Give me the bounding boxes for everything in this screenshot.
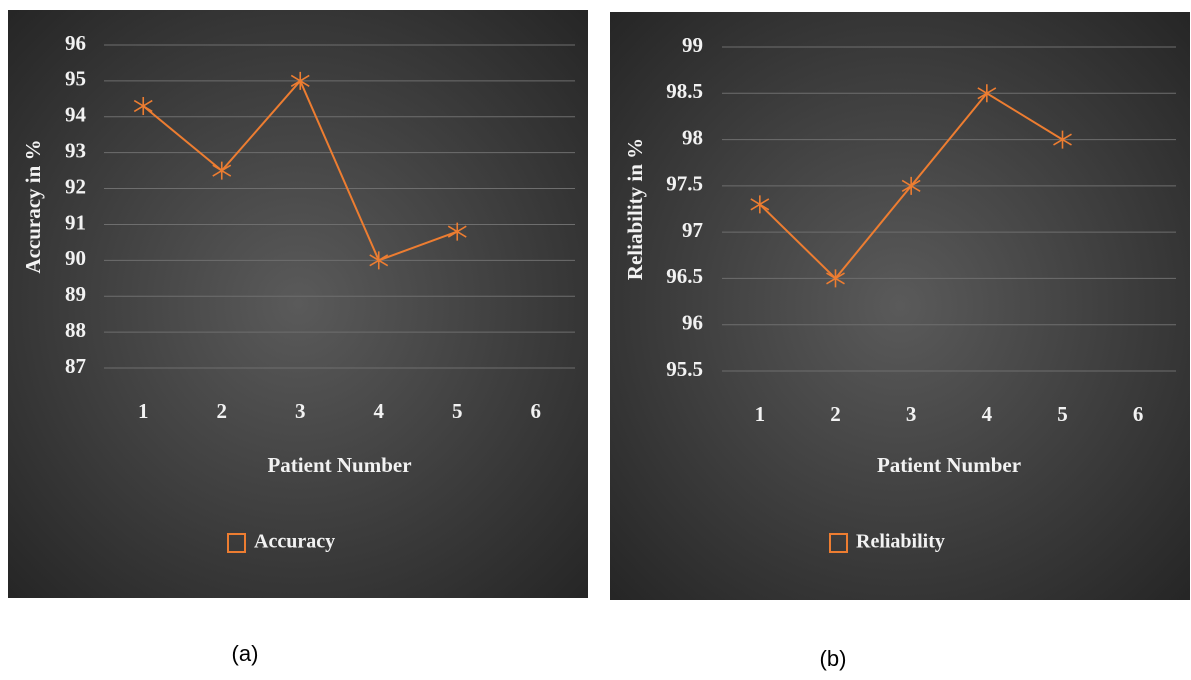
x-tick-label: 6	[531, 399, 542, 423]
y-tick-label: 96.5	[666, 264, 703, 288]
data-marker	[290, 71, 310, 90]
x-tick-label: 4	[374, 399, 385, 423]
x-axis-title: Patient Number	[877, 453, 1021, 477]
y-tick-label: 99	[682, 33, 703, 57]
data-marker	[369, 251, 389, 270]
y-tick-label: 87	[65, 354, 86, 378]
y-axis-title: Accuracy in %	[21, 139, 45, 273]
panel	[610, 12, 1190, 600]
data-marker	[447, 222, 467, 241]
x-tick-label: 6	[1133, 402, 1144, 426]
data-marker	[901, 176, 921, 195]
y-tick-label: 95.5	[666, 357, 703, 381]
caption: (b)	[820, 646, 847, 671]
x-tick-label: 1	[755, 402, 766, 426]
y-tick-label: 98.5	[666, 79, 703, 103]
y-tick-label: 98	[682, 125, 703, 149]
data-marker	[212, 161, 232, 180]
data-marker	[977, 84, 997, 103]
data-marker	[133, 97, 153, 116]
y-axis-title: Reliability in %	[623, 138, 647, 280]
x-tick-label: 2	[830, 402, 841, 426]
x-tick-label: 3	[906, 402, 917, 426]
caption: (a)	[232, 641, 259, 666]
data-marker	[826, 269, 845, 288]
x-axis-title: Patient Number	[267, 453, 411, 477]
x-tick-label: 2	[217, 399, 228, 423]
y-tick-label: 91	[65, 210, 86, 234]
legend-label: Reliability	[856, 531, 945, 553]
panel	[8, 10, 588, 598]
y-tick-label: 93	[65, 138, 86, 162]
y-tick-label: 88	[65, 318, 86, 342]
x-tick-label: 5	[452, 399, 463, 423]
x-tick-label: 4	[982, 402, 993, 426]
y-tick-label: 89	[65, 282, 86, 306]
legend-label: Accuracy	[254, 531, 335, 553]
legend-swatch	[829, 533, 848, 553]
legend-swatch	[227, 533, 246, 553]
y-tick-label: 96	[65, 31, 86, 55]
y-tick-label: 97.5	[666, 172, 703, 196]
data-marker	[750, 195, 770, 214]
y-tick-label: 90	[65, 246, 86, 270]
y-tick-label: 94	[65, 103, 87, 127]
y-tick-label: 96	[682, 311, 703, 335]
y-tick-label: 92	[65, 174, 86, 198]
y-tick-label: 97	[682, 218, 703, 242]
x-tick-label: 5	[1057, 402, 1068, 426]
y-tick-label: 95	[65, 67, 86, 91]
x-tick-label: 1	[138, 399, 149, 423]
data-marker	[1053, 130, 1072, 149]
x-tick-label: 3	[295, 399, 306, 423]
